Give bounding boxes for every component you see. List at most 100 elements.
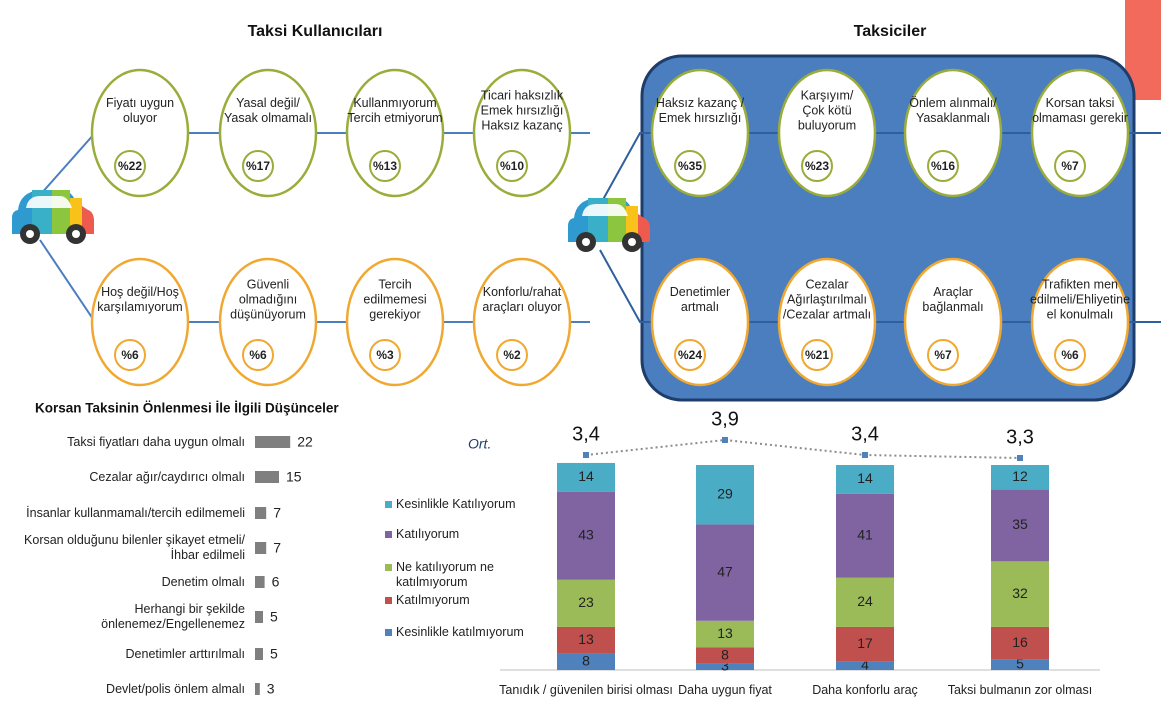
idea-text: Trafikten men [1042, 277, 1118, 291]
bar [255, 471, 279, 483]
y-tick-label: Taksi fiyatları daha uygun olmalı [67, 434, 245, 449]
chart-title: Korsan Taksinin Önlenmesi İle İlgili Düş… [35, 401, 339, 416]
average-value-label: 3,9 [711, 408, 739, 430]
value-label: 23 [578, 594, 594, 610]
pct-label: %21 [805, 348, 829, 362]
pct-label: %6 [121, 348, 139, 362]
average-point [722, 437, 728, 443]
pct-label: %3 [376, 348, 394, 362]
pct-badge [242, 339, 274, 371]
bar [255, 576, 265, 588]
idea-text: Ticari haksızlık [481, 88, 564, 102]
pct-label: %2 [503, 348, 521, 362]
x-tick-label: Tanıdık / güvenilen birisi olması [499, 683, 673, 697]
idea-text: Yasaklanmalı [916, 111, 990, 125]
pct-label: %7 [934, 348, 952, 362]
pct-badge [369, 339, 401, 371]
pct-label: %7 [1061, 159, 1079, 173]
idea-text: bağlanmalı [922, 300, 983, 314]
pct-label: %35 [678, 159, 702, 173]
value-label: 16 [1012, 634, 1028, 650]
idea-text: oluyor [123, 111, 157, 125]
bar-segment [696, 524, 754, 621]
value-label: 13 [717, 625, 733, 641]
average-label: Ort. [468, 436, 491, 452]
idea-text: karşılamıyorum [97, 300, 182, 314]
bar-segment [557, 491, 615, 580]
bar-segment [991, 626, 1049, 660]
value-label: 17 [857, 635, 873, 651]
value-label: 8 [582, 653, 590, 669]
idea-text: Ağırlaştırılmalı [787, 292, 867, 306]
idea-text: Tercih etmiyorum [347, 111, 442, 125]
average-point [583, 452, 589, 458]
average-value-label: 3,4 [572, 423, 600, 445]
legend-label: Ne katılıyorum ne katılmıyorum [396, 560, 494, 589]
pct-badge [801, 339, 833, 371]
legend-swatch [385, 629, 392, 636]
value-label: 35 [1012, 516, 1028, 532]
pct-badge [1054, 150, 1086, 182]
legend-swatch [385, 564, 392, 571]
legend-label: Kesinlikle katılmıyorum [396, 625, 524, 639]
value-label: 13 [578, 631, 594, 647]
value-label: 29 [717, 485, 733, 501]
idea-text: Emek hırsızlığı [659, 111, 742, 125]
legend-label: Katılıyorum [396, 527, 460, 541]
bar-segment [696, 647, 754, 664]
pct-badge [674, 339, 706, 371]
value-label: 5 [1016, 656, 1024, 672]
idea-text: Konforlu/rahat [483, 285, 562, 299]
idea-text: Tercih [378, 277, 411, 291]
average-point [1017, 455, 1023, 461]
average-line [585, 438, 1021, 459]
pct-label: %23 [805, 159, 829, 173]
bar [255, 611, 263, 623]
average-value-label: 3,4 [851, 423, 879, 445]
pct-label: %16 [931, 159, 955, 173]
bar-segment [991, 465, 1049, 490]
bar [255, 436, 291, 448]
legend-label: Katılmıyorum [396, 593, 470, 607]
idea-text: gerekiyor [369, 307, 420, 321]
idea-text: Çok kötü [802, 103, 851, 117]
idea-text: Fiyatı uygun [106, 96, 174, 110]
value-label: 14 [578, 468, 594, 484]
pct-badge [927, 150, 959, 182]
y-tick-label: İnsanlar kullanmamalı/tercih edilmemeli [26, 505, 245, 520]
bar-segment [696, 663, 754, 670]
idea-text: Haksız kazanç / [656, 96, 745, 110]
y-tick-label: Denetim olmalı [161, 574, 245, 589]
idea-text: Yasak olmamalı [224, 111, 312, 125]
idea-text: /Cezalar artmalı [783, 307, 871, 321]
idea-text: Korsan taksi [1046, 96, 1115, 110]
idea-text: Kullanmıyorum [353, 96, 436, 110]
bar-segment [836, 493, 894, 578]
pct-badge [496, 339, 528, 371]
idea-text: olmadığını [239, 292, 297, 306]
bar-segment [836, 577, 894, 627]
bar-segment [836, 626, 894, 662]
average-point [862, 452, 868, 458]
bar-segment [991, 659, 1049, 670]
value-label: 24 [857, 593, 873, 609]
idea-text: olmaması gerekir [1032, 111, 1128, 125]
idea-text: Araçlar [933, 285, 973, 299]
idea-text: Cezalar [805, 277, 848, 291]
bar [255, 648, 263, 660]
y-tick-label: Devlet/polis önlem almalı [106, 681, 245, 696]
pct-label: %13 [373, 159, 397, 173]
idea-text: Denetimler [670, 285, 730, 299]
idea-text: Emek hırsızlığı [481, 103, 564, 117]
bar-segment [836, 465, 894, 494]
bar-segment [991, 489, 1049, 562]
car-icon [12, 190, 94, 244]
value-label: 3 [267, 681, 275, 697]
pct-badge [927, 339, 959, 371]
y-tick-label: Korsan olduğunu bilenler şikayet etmeli/… [24, 533, 245, 562]
pct-badge [1054, 339, 1086, 371]
value-label: 32 [1012, 585, 1028, 601]
bar-segment [991, 561, 1049, 627]
idea-text: araçları oluyor [482, 300, 561, 314]
